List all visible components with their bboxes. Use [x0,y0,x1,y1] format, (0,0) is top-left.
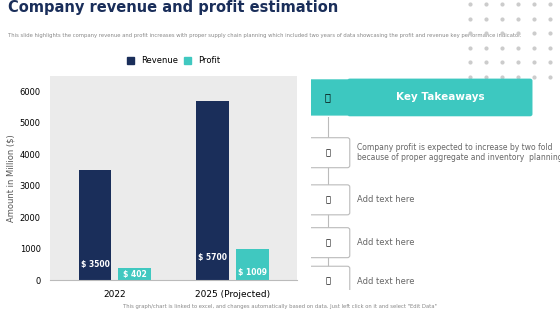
Text: 🏛: 🏛 [325,277,330,286]
Text: $ 402: $ 402 [123,270,147,279]
Text: This graph/chart is linked to excel, and changes automatically based on data. Ju: This graph/chart is linked to excel, and… [123,304,437,309]
Text: Company revenue and profit estimation: Company revenue and profit estimation [8,0,339,15]
Bar [119,268,151,280]
FancyBboxPatch shape [306,79,350,116]
Text: $ 3500: $ 3500 [81,260,109,269]
Text: $ 1009: $ 1009 [237,268,267,277]
FancyBboxPatch shape [347,79,533,116]
Legend: Revenue, Profit: Revenue, Profit [124,53,223,69]
FancyBboxPatch shape [306,228,350,258]
Text: Add text here: Add text here [357,277,414,286]
Text: 🖥: 🖥 [325,238,330,247]
Text: 📋: 📋 [325,148,330,157]
Text: 🖨: 🖨 [325,92,331,102]
Text: Company profit is expected to increase by two fold
because of proper aggregate a: Company profit is expected to increase b… [357,143,560,163]
Bar [196,101,228,280]
Y-axis label: Amount in Million ($): Amount in Million ($) [6,134,15,222]
Text: Add text here: Add text here [357,195,414,204]
Text: This slide highlights the company revenue and profit increases with proper suppl: This slide highlights the company revenu… [8,33,522,38]
Text: 📊: 📊 [325,195,330,204]
Bar [78,170,111,280]
Bar [236,249,269,280]
FancyBboxPatch shape [306,266,350,296]
FancyBboxPatch shape [306,138,350,168]
FancyBboxPatch shape [306,185,350,215]
Text: $ 5700: $ 5700 [198,253,227,262]
Text: Key Takeaways: Key Takeaways [395,92,484,102]
Text: Add text here: Add text here [357,238,414,247]
